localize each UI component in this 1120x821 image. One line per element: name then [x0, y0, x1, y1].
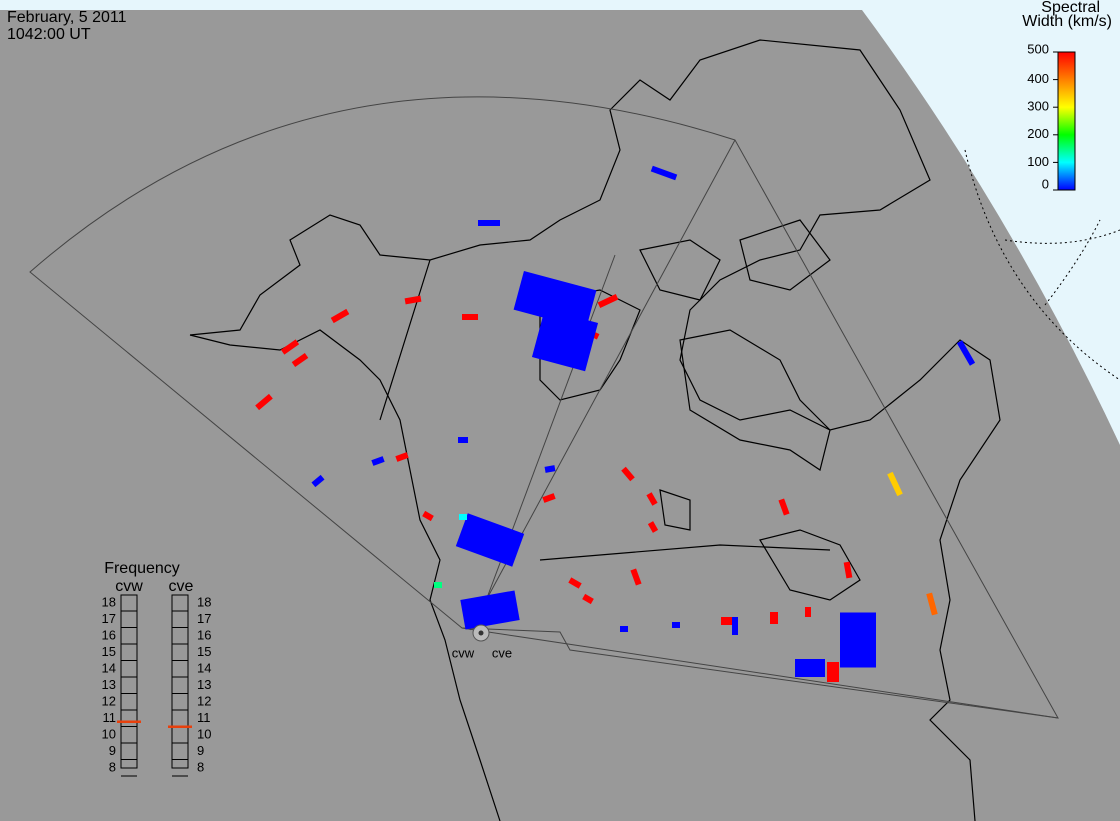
frequency-box: [171, 594, 189, 769]
echo-cell: [255, 393, 273, 411]
radar-site-dot: [478, 630, 484, 636]
echo-cell: [630, 568, 642, 586]
colorbar-ticks: 0 100 200 300 400 500: [1027, 41, 1058, 191]
frequency-box: [120, 594, 138, 769]
colorbar-tick-label: 0: [1042, 176, 1049, 191]
echoes: [255, 165, 976, 682]
echo-cell: [513, 270, 597, 330]
frequency-tick-label: 13: [197, 677, 211, 692]
echo-cell: [582, 593, 594, 605]
frequency-tick-label: 15: [197, 644, 211, 659]
echo-cell: [371, 456, 385, 466]
echo-cell: [647, 521, 659, 533]
frequency-tick-label: 11: [103, 710, 117, 725]
echo-cell: [840, 612, 876, 668]
echo-cell: [597, 294, 619, 308]
echo-cell: [291, 352, 309, 368]
frequency-tick-label: 16: [102, 627, 116, 642]
colorbar-tick-label: 500: [1027, 41, 1049, 56]
echo-cell: [455, 513, 525, 567]
echo-cell: [462, 314, 478, 320]
frequency-tick-label: 14: [197, 660, 211, 675]
frequency-tick-label: 11: [197, 710, 211, 725]
frequency-tick-label: 9: [197, 743, 204, 758]
echo-cell: [460, 590, 520, 630]
frequency-tick-label: 12: [197, 693, 211, 708]
echo-cell: [458, 437, 468, 443]
station-label: cve: [492, 645, 512, 660]
lat-circle: [1004, 229, 1120, 244]
frequency-tick-label: 15: [102, 644, 116, 659]
colorbar-title: Spectral: [1041, 0, 1100, 16]
frequency-tick-label: 16: [197, 627, 211, 642]
frequency-tick-label: 14: [102, 660, 116, 675]
echo-cell: [330, 308, 350, 324]
frequency-tick-label: 10: [102, 726, 116, 741]
echo-cell: [280, 339, 300, 355]
frequency-tick-label: 17: [197, 611, 211, 626]
colorbar-tick-label: 100: [1027, 154, 1049, 169]
frequency-tick-label: 18: [102, 594, 116, 609]
echo-cell: [805, 607, 811, 617]
echo-cell: [620, 626, 628, 632]
colorbar-tick-label: 400: [1027, 71, 1049, 86]
echo-cell: [956, 340, 976, 366]
echo-cell: [770, 612, 778, 624]
radar-label: cve: [169, 578, 194, 595]
echo-cell: [887, 471, 903, 497]
frequency-tick-label: 17: [102, 611, 116, 626]
echo-cell: [568, 577, 582, 589]
frequency-tick-label: 9: [109, 743, 116, 758]
colorbar-tick-label: 200: [1027, 126, 1049, 141]
echo-cell: [650, 165, 678, 181]
echo-cell: [478, 220, 500, 226]
colorbar: [1057, 51, 1076, 191]
echo-cell: [395, 452, 409, 462]
echo-cell: [795, 659, 825, 677]
time: 1042:00 UT: [7, 26, 91, 43]
echo-cell: [621, 466, 635, 482]
echo-cell: [544, 465, 556, 473]
frequency-tick-label: 8: [109, 759, 116, 774]
echo-cell: [459, 514, 467, 520]
lat-circle: [1044, 219, 1101, 306]
echo-cell: [646, 492, 658, 506]
echo-cell: [827, 662, 839, 682]
colorbar-title: Width (km/s): [1022, 13, 1112, 30]
frequency-tick-label: 8: [197, 759, 204, 774]
echo-cell: [434, 582, 442, 588]
echo-cell: [843, 561, 853, 579]
frequency-title: Frequency: [104, 560, 180, 577]
echo-cell: [542, 493, 556, 503]
date: February, 5 2011: [7, 9, 127, 26]
echo-cell: [926, 592, 938, 616]
echo-cell: [404, 295, 422, 305]
echo-cell: [311, 474, 325, 488]
echo-cell: [732, 617, 738, 635]
echo-cell: [778, 498, 790, 516]
echo-cell: [531, 308, 599, 372]
radar-label: cvw: [115, 578, 143, 595]
echo-cell: [721, 617, 735, 625]
radar-fans: [29, 96, 1059, 719]
frequency-tick-label: 10: [197, 726, 211, 741]
frequency-tick-label: 13: [102, 677, 116, 692]
echo-cell: [422, 510, 434, 522]
frequency-tick-label: 12: [102, 693, 116, 708]
station-label: cvw: [452, 645, 475, 660]
echo-cell: [672, 622, 680, 628]
colorbar-tick-label: 300: [1027, 99, 1049, 114]
frequency-tick-label: 18: [197, 594, 211, 609]
